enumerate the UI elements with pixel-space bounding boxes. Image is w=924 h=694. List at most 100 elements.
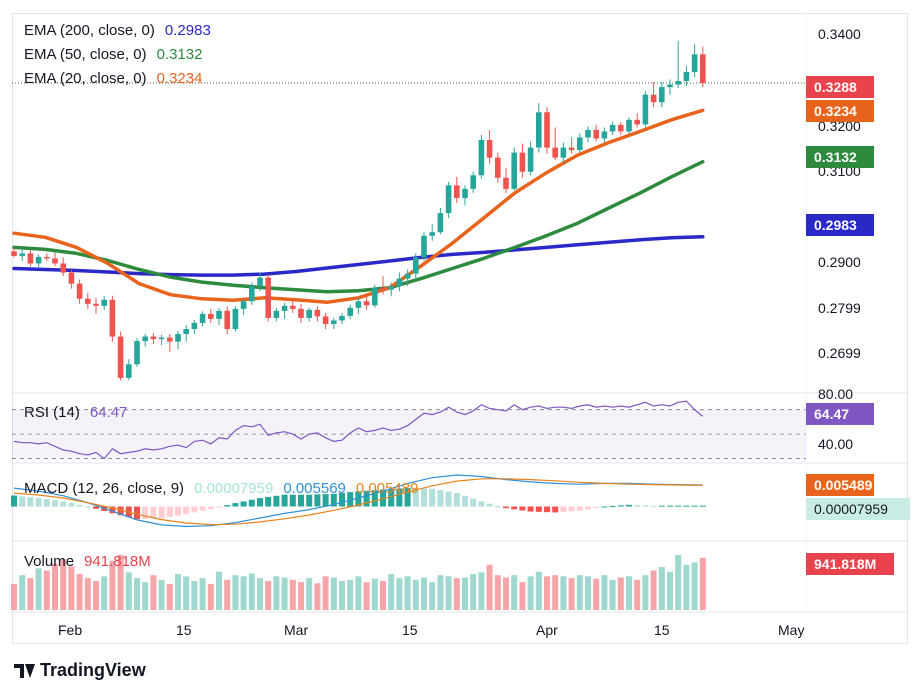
y-tick: 0.2900 [818,254,861,270]
candle-body [568,147,575,151]
macd-histogram-bar [355,491,362,507]
macd-signal-value: 0.005489 [355,480,419,497]
candle-body [52,258,58,264]
macd-histogram-bar [60,501,67,507]
volume-bar [142,582,149,610]
volume-bar [421,577,427,610]
candle-body [593,129,599,139]
candle-body [659,87,665,103]
volume-bar [35,568,42,610]
volume-bar [544,576,550,610]
volume-bar [437,575,444,610]
ema50-price-label: 0.3132 [806,146,874,168]
volume-bar [216,571,222,610]
volume-bar [158,579,165,610]
tradingview-logo[interactable]: TradingView [14,660,146,681]
macd-histogram-bar [11,495,17,507]
rsi-tick: 40.00 [818,436,854,452]
x-tick-feb-15: 15 [176,622,192,638]
macd-histogram-bar [330,493,337,507]
volume-bar [363,582,370,610]
candle-body [183,329,189,335]
volume-bar [199,578,206,610]
macd-histogram-bar [667,505,673,507]
candle-body [511,152,517,189]
volume-bar [527,576,534,610]
candle-body [249,286,255,302]
candle-body [462,188,468,198]
macd-histogram-bar [462,495,468,507]
volume-bar [11,583,17,610]
candle-body [175,334,181,342]
candle-body [126,364,132,378]
volume-bar [470,574,477,610]
volume-bar [511,575,518,610]
chart-frame [12,13,908,644]
candle-body [208,313,214,319]
macd-histogram-bar [609,505,616,507]
volume-bar [150,575,157,610]
macd-histogram-bar [199,506,206,511]
volume-bar [322,576,329,610]
volume-bar [183,576,190,610]
macd-histogram-bar [626,504,632,507]
macd-histogram-bar [289,494,296,507]
candle-body [331,320,337,324]
x-tick-mar: Mar [284,622,309,638]
candle-body [372,287,378,306]
macd-histogram-bar [232,503,239,507]
macd-histogram-bar [339,492,345,507]
candle-body [495,157,501,178]
candle-body [445,185,452,214]
macd-legend: MACD (12, 26, close, 9) 0.00007959 0.00556… [24,480,418,497]
volume-bar [84,578,91,610]
legend-ema200-value: 0.2983 [164,22,211,39]
macd-histogram-bar [117,506,124,516]
macd-histogram-bar [158,506,165,519]
candle-body [503,177,509,189]
macd-legend-label: MACD (12, 26, close, 9) [24,480,185,497]
macd-histogram-bar [248,499,255,507]
candle-body [314,309,321,317]
volume-bar [568,578,575,610]
volume-bar [560,576,567,610]
candle-body [134,341,140,365]
macd-histogram-bar [601,506,608,508]
volume-bar [265,581,272,610]
candle-body [150,336,157,340]
candle-body [19,253,25,256]
candle-body [290,305,296,309]
volume-bar [224,579,231,610]
legend-ema50-label: EMA (50, close, 0) [24,46,147,63]
volume-bar [462,577,468,610]
candle-body [60,263,66,273]
macd-histogram-bar [322,494,329,507]
volume-bar [19,575,26,610]
macd-histogram-bar [298,494,304,507]
rsi-legend-value: 64.47 [89,404,128,421]
candle-body [609,124,616,132]
macd-histogram-bar [273,495,280,507]
candle-body [486,140,493,158]
volume-bar [396,578,403,610]
macd-histogram-bar [593,506,600,508]
volume-bar [699,557,706,610]
y-tick: 0.3400 [818,26,861,42]
volume-bar [486,564,493,610]
macd-histogram-bar [642,505,649,507]
volume-bar [175,574,181,610]
candle-body [117,336,124,378]
macd-histogram-bar [35,498,42,507]
macd-histogram-bar [683,505,690,507]
candle-body [27,253,34,264]
volume-legend: Volume 941.818M [24,553,151,570]
candle-body [429,232,435,236]
volume-bar [355,576,362,610]
volume-bar [125,572,132,610]
macd-histogram-bar [68,503,75,507]
volume-bar [298,582,304,610]
candle-body [536,112,542,148]
candle-body [101,299,107,306]
volume-bar [347,579,354,610]
candle-body [667,84,673,88]
